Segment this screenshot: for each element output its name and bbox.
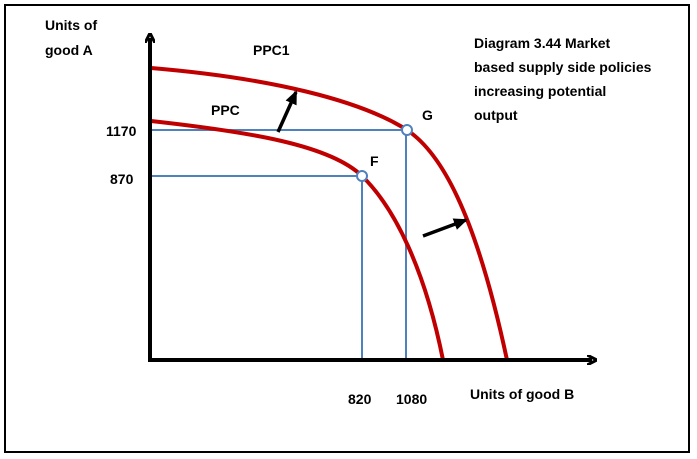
caption-line-2: based supply side policies [474, 59, 652, 75]
ppc1-curve [150, 66, 509, 361]
x-axis-label: Units of good B [470, 386, 574, 402]
point-f-label: F [370, 153, 379, 169]
x-tick-1080: 1080 [396, 391, 427, 407]
point-f-marker [356, 170, 368, 182]
caption-line-3: increasing potential [474, 83, 606, 99]
shift-arrow-up-icon [276, 90, 298, 133]
y-tick-870: 870 [110, 171, 134, 187]
ppc-label: PPC [211, 102, 240, 118]
shift-arrow-right-icon [422, 218, 468, 238]
y-tick-1170: 1170 [106, 123, 137, 139]
ppc1-label: PPC1 [253, 42, 290, 58]
x-tick-820: 820 [348, 391, 372, 407]
diagram-frame [4, 4, 690, 453]
y-axis-label-line-2: good A [45, 42, 93, 58]
point-g-label: G [422, 107, 433, 123]
ppc-curve [150, 119, 445, 361]
point-g-marker [401, 124, 413, 136]
caption-line-1: Diagram 3.44 Market [474, 35, 611, 51]
caption-line-4: output [474, 107, 518, 123]
y-axis-label-line-1: Units of [45, 17, 97, 33]
